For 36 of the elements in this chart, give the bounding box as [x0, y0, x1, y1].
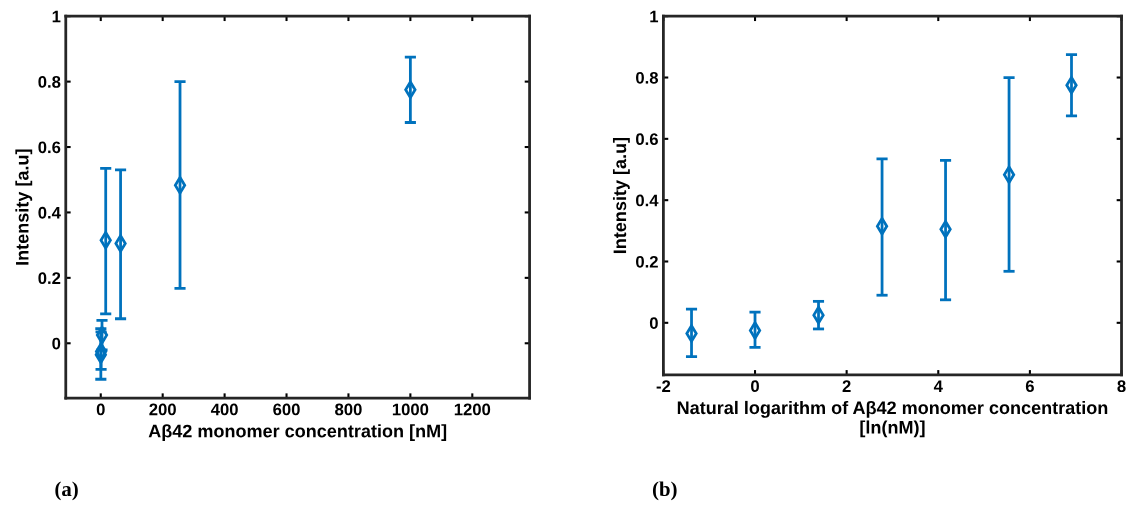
point [173, 176, 187, 195]
point [875, 216, 889, 236]
y-tick-label: 0.8 [636, 71, 659, 84]
y-tick-label: 0.8 [38, 76, 61, 88]
x-tick-label: 2 [842, 380, 851, 392]
y-tick-label: 0 [649, 317, 658, 330]
y-tick-label: 1 [52, 10, 61, 23]
text: (b) [652, 481, 677, 501]
y-tick-label: 1 [650, 10, 659, 23]
x-tick-label: 1000 [392, 403, 429, 416]
x-axis-title: Aβ42 monomer concentration [nM] [148, 424, 447, 442]
x-tick-label: 1200 [454, 403, 491, 416]
x-tick-label: 0 [96, 403, 105, 416]
point [95, 325, 109, 345]
y-axis-title: Intensity [a.u] [612, 137, 630, 254]
text: (a) [55, 481, 78, 501]
x-tick-label: 200 [149, 403, 176, 416]
point [748, 321, 762, 340]
y-tick-label: 0.4 [38, 206, 61, 219]
x-tick-label: 800 [335, 403, 362, 416]
x-tick-label: 4 [933, 380, 943, 392]
y-tick-label: 0 [52, 337, 61, 350]
y-axis-title: Intensity [a.u] [15, 149, 33, 265]
y-tick-label: 0.6 [38, 141, 61, 154]
y-tick-label: 0.2 [38, 272, 61, 285]
x-tick-label: 600 [273, 403, 300, 416]
y-tick-label: 0.2 [636, 255, 658, 268]
y-tick-label: 0.4 [636, 194, 659, 207]
x-axis-title: Natural logarithm of Aβ42 monomer concentration [ln(nM)] [677, 400, 1108, 438]
x-tick-label: 0 [751, 380, 759, 393]
x-tick-label: 400 [210, 403, 238, 416]
x-tick-label: 8 [1117, 380, 1126, 393]
x-tick-label: 6 [1025, 380, 1034, 393]
y-tick-label: 0.6 [636, 133, 658, 146]
point [1002, 165, 1016, 184]
x-tick-label: -2 [656, 380, 671, 392]
